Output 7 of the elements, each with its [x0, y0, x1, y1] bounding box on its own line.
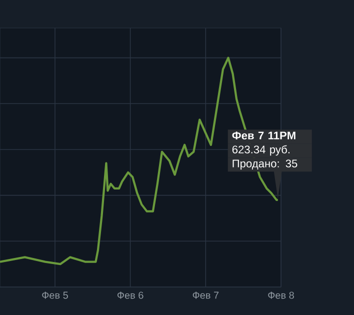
x-tick-label: Фев 7	[192, 292, 219, 299]
x-tick-label: Фев 6	[118, 292, 144, 299]
annotation: 623.34 руб.	[232, 145, 290, 156]
x-tick-label: Фев 5	[42, 292, 68, 299]
annotation: Продано: 35	[232, 160, 298, 170]
annotation: Фев 7 11PM	[232, 132, 296, 140]
x-tick-label: Фев 8	[268, 292, 294, 299]
